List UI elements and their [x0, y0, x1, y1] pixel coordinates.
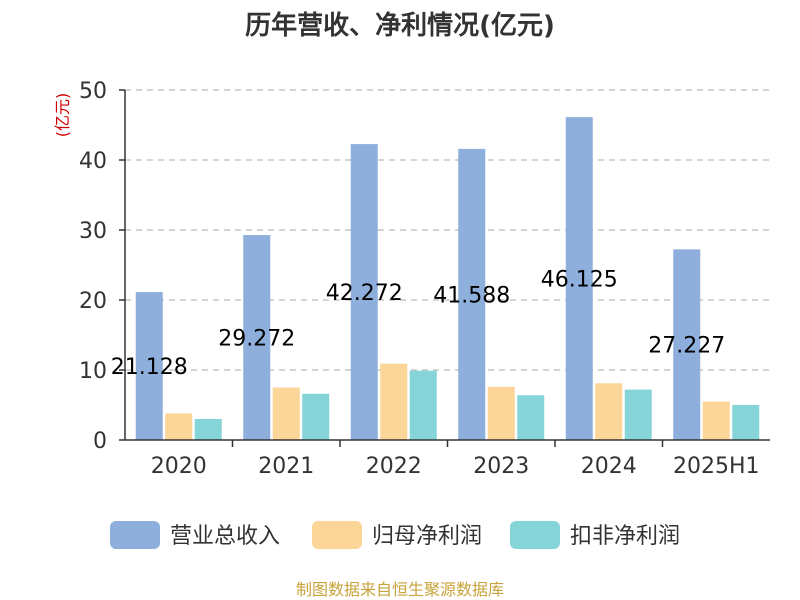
bar-1-2021: [243, 235, 271, 440]
legend-label: 归母净利润: [372, 524, 482, 549]
y-axis-label: (亿元): [53, 93, 72, 138]
bar-1-2023: [458, 148, 486, 440]
bar-2-2021: [272, 387, 300, 440]
x-tick-label: 2021: [258, 454, 314, 479]
x-tick-label: 2022: [366, 454, 422, 479]
y-tick-label: 40: [79, 149, 107, 174]
bar-2-2020: [165, 413, 193, 440]
data-label: 46.125: [541, 268, 618, 293]
bar-3-2020: [194, 419, 222, 440]
x-tick-label: 2025H1: [673, 454, 760, 479]
source-note: 制图数据来自恒生聚源数据库: [296, 580, 504, 599]
data-labels-layer: 21.128 29.272 42.272 41.588 46.125 27.227: [111, 268, 725, 380]
legend-swatch: [510, 521, 560, 549]
grid-layer: [125, 89, 770, 371]
bar-1-2025H1: [673, 249, 701, 440]
bar-1-2024: [565, 117, 593, 440]
data-label: 29.272: [218, 327, 295, 352]
x-tick-label: 2024: [581, 454, 637, 479]
data-label: 42.272: [326, 281, 403, 306]
y-tick-label: 50: [79, 79, 107, 104]
bar-3-2022: [409, 370, 437, 440]
bar-2-2023: [487, 386, 515, 440]
bar-3-2025H1: [732, 405, 760, 440]
y-tick-label: 10: [79, 359, 107, 384]
bars-layer: [135, 117, 760, 440]
legend-swatch: [110, 521, 160, 549]
y-tick-label: 20: [79, 289, 107, 314]
data-label: 41.588: [433, 283, 510, 308]
bar-2-2022: [380, 363, 408, 440]
bar-3-2023: [517, 395, 545, 440]
bar-1-2020: [135, 292, 163, 440]
axes-layer: 0 10 20 30 40 50 2020 2021 2022 2023 2024 2025H1: [79, 79, 770, 479]
y-tick-label: 30: [79, 219, 107, 244]
bar-3-2021: [302, 393, 330, 440]
bar-3-2024: [624, 389, 652, 440]
bar-1-2022: [350, 144, 378, 440]
data-label: 27.227: [648, 334, 725, 359]
legend-label: 扣非净利润: [570, 524, 680, 549]
bar-2-2025H1: [702, 401, 730, 440]
legend-swatch: [312, 521, 362, 549]
bar-2-2024: [595, 383, 623, 440]
chart-title: 历年营收、净利情况(亿元): [245, 10, 555, 41]
y-tick-label: 0: [93, 429, 107, 454]
x-tick-label: 2023: [473, 454, 529, 479]
legend-label: 营业总收入: [170, 524, 280, 549]
legend: 营业总收入 归母净利润 扣非净利润: [110, 521, 680, 549]
data-label: 21.128: [111, 355, 188, 380]
x-tick-label: 2020: [151, 454, 207, 479]
